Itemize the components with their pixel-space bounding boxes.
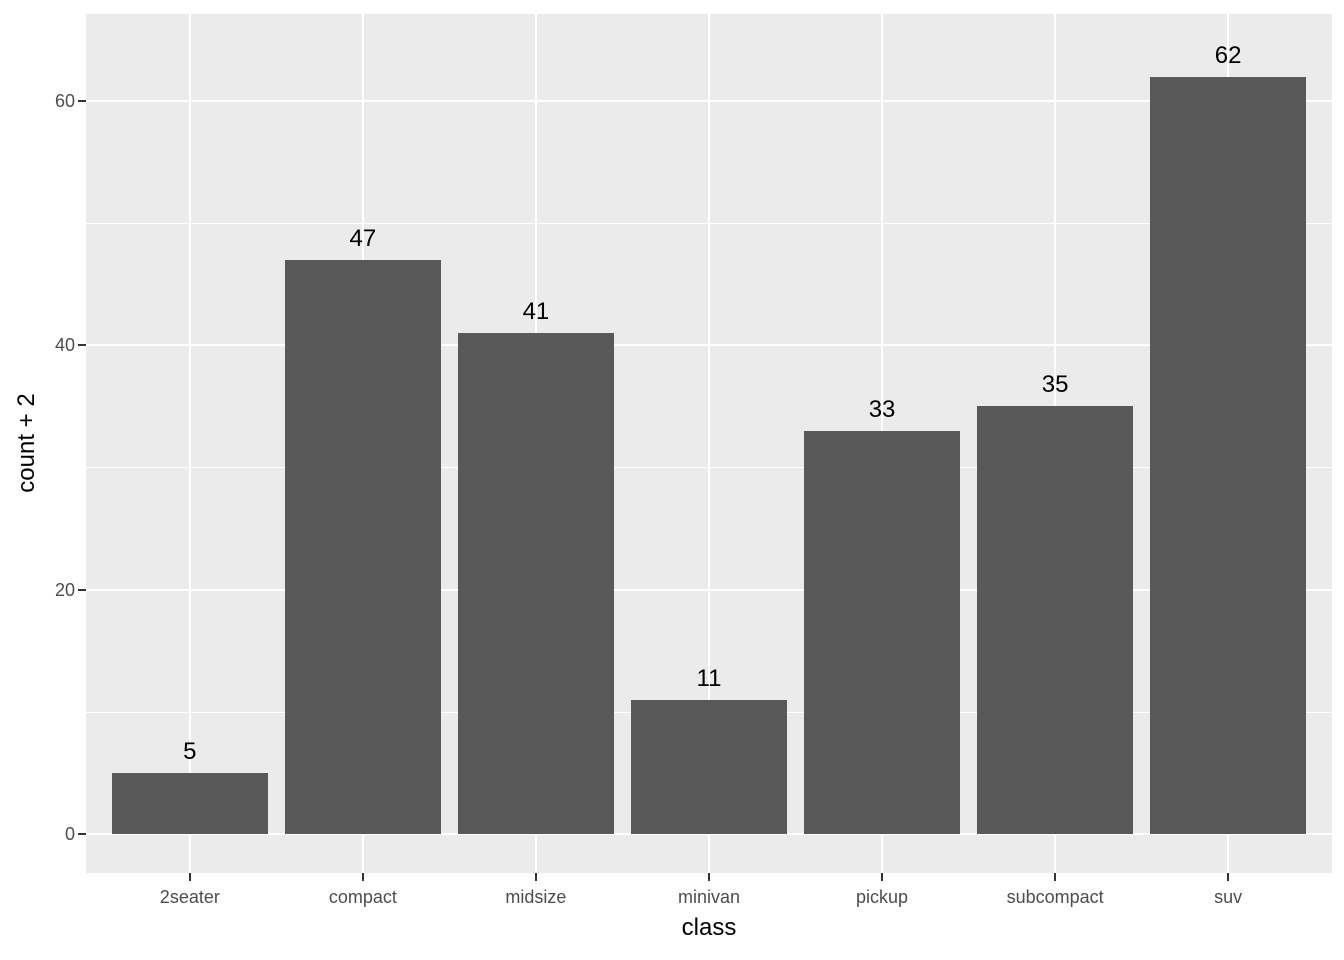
x-tick-mark-2seater	[188, 873, 191, 881]
x-tick-mark-compact	[361, 873, 364, 881]
y-tick-mark-60	[78, 99, 86, 102]
x-axis-title: class	[681, 914, 737, 941]
y-axis-title: count + 2	[13, 393, 40, 493]
y-tick-label-0: 0	[64, 824, 75, 844]
x-tick-mark-suv	[1227, 873, 1230, 881]
bar-pickup	[804, 430, 960, 834]
bar-value-label-compact: 47	[349, 224, 377, 252]
bar-value-label-2seater: 5	[183, 737, 197, 765]
y-tick-label-40: 40	[54, 335, 75, 356]
y-tick-mark-40	[78, 344, 86, 347]
x-tick-mark-pickup	[881, 873, 884, 881]
bar-value-label-suv: 62	[1214, 41, 1242, 69]
bar-midsize	[458, 333, 614, 834]
bar-2seater	[111, 772, 268, 834]
x-tick-label-midsize: midsize	[505, 887, 567, 907]
bar-value-label-subcompact: 35	[1041, 371, 1069, 399]
x-tick-mark-subcompact	[1054, 873, 1057, 881]
bar-subcompact	[977, 406, 1133, 834]
bar-minivan	[631, 699, 787, 834]
y-tick-label-20: 20	[54, 579, 75, 600]
y-tick-mark-0	[78, 833, 86, 835]
bar-value-label-midsize: 41	[522, 298, 550, 326]
x-tick-mark-minivan	[708, 873, 710, 881]
y-tick-mark-20	[78, 588, 86, 591]
major-gridline-x-2seater	[188, 14, 191, 873]
x-tick-label-suv: suv	[1214, 887, 1243, 907]
x-tick-mark-midsize	[534, 873, 537, 881]
plot-panel	[86, 14, 1332, 873]
y-tick-label-60: 60	[54, 90, 75, 111]
bar-value-label-pickup: 33	[868, 395, 896, 423]
x-tick-label-minivan: minivan	[677, 887, 741, 907]
x-tick-label-compact: compact	[328, 887, 397, 907]
x-tick-label-subcompact: subcompact	[1006, 887, 1104, 907]
bar-compact	[285, 259, 441, 834]
x-tick-label-2seater: 2seater	[159, 887, 220, 907]
x-tick-label-pickup: pickup	[856, 887, 909, 907]
bar-value-label-minivan: 11	[696, 664, 722, 692]
bar-suv	[1150, 76, 1307, 834]
major-gridline-x-minivan	[708, 14, 710, 873]
